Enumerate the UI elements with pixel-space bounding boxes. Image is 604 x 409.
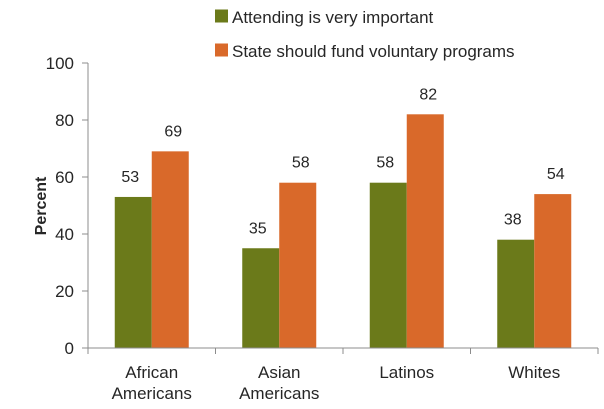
- category-label-line: Americans: [239, 384, 319, 403]
- category-label-line: Asian: [258, 363, 301, 382]
- y-tick-label: 0: [65, 339, 74, 358]
- category-label: Asian Americans: [239, 363, 319, 403]
- legend: Attending is very important State should …: [215, 8, 515, 61]
- data-label: 58: [376, 155, 394, 172]
- y-tick-label: 60: [55, 168, 74, 187]
- category-label: Latinos: [379, 363, 434, 382]
- legend-label: Attending is very important: [232, 8, 434, 27]
- data-label: 38: [504, 212, 522, 229]
- y-axis-label: Percent: [33, 176, 50, 235]
- x-axis: African Americans Asian Americans Latinos Whi…: [87, 347, 599, 403]
- data-label: 35: [249, 220, 267, 237]
- data-label: 54: [547, 166, 565, 183]
- category-label-line: African: [125, 363, 178, 382]
- y-axis: 0 20 40 60 80 100: [46, 54, 89, 358]
- bar: [534, 194, 572, 348]
- y-tick-label: 100: [46, 54, 74, 73]
- data-label: 58: [292, 155, 310, 172]
- bar: [497, 239, 535, 348]
- bar: [114, 196, 152, 348]
- y-tick-label: 40: [55, 225, 74, 244]
- data-label: 69: [164, 123, 182, 140]
- legend-label: State should fund voluntary programs: [232, 42, 515, 61]
- data-label: 53: [121, 169, 139, 186]
- data-label: 82: [419, 86, 437, 103]
- legend-swatch: [215, 43, 228, 57]
- category-label-line: Americans: [112, 384, 192, 403]
- bars: 53 69 35 58 58 82 38 54: [114, 86, 572, 348]
- legend-swatch: [215, 9, 228, 23]
- category-label-line: Latinos: [379, 363, 434, 382]
- bar: [242, 248, 280, 348]
- bar: [369, 182, 407, 348]
- bar: [406, 114, 444, 348]
- y-tick-label: 80: [55, 111, 74, 130]
- bar: [151, 151, 189, 348]
- category-label: Whites: [508, 363, 560, 382]
- category-label-line: Whites: [508, 363, 560, 382]
- y-tick-label: 20: [55, 282, 74, 301]
- bar: [279, 182, 317, 348]
- category-label: African Americans: [112, 363, 192, 403]
